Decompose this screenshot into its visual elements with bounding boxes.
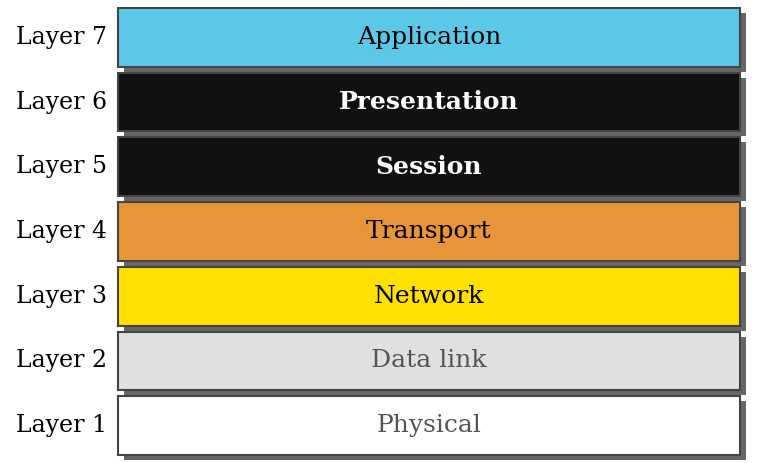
Bar: [124, 207, 746, 266]
Bar: [124, 143, 746, 201]
Text: Session: Session: [375, 155, 482, 179]
Text: Network: Network: [374, 285, 484, 308]
Bar: [118, 202, 740, 261]
Bar: [118, 8, 740, 67]
Text: Layer 6: Layer 6: [17, 91, 107, 113]
Text: Transport: Transport: [366, 220, 492, 243]
Bar: [124, 401, 746, 460]
Bar: [124, 13, 746, 72]
Bar: [124, 337, 746, 395]
Bar: [124, 78, 746, 137]
Text: Layer 7: Layer 7: [17, 26, 107, 49]
Bar: [124, 272, 746, 331]
Text: Layer 5: Layer 5: [17, 155, 107, 178]
Text: Data link: Data link: [371, 350, 487, 372]
Text: Presentation: Presentation: [339, 90, 519, 114]
Bar: [118, 332, 740, 390]
Bar: [118, 73, 740, 131]
Text: Application: Application: [357, 26, 501, 49]
Text: Layer 4: Layer 4: [17, 220, 107, 243]
Text: Layer 1: Layer 1: [17, 414, 107, 437]
Bar: [118, 396, 740, 455]
Bar: [118, 267, 740, 325]
Bar: [118, 138, 740, 196]
Text: Physical: Physical: [376, 414, 481, 437]
Text: Layer 3: Layer 3: [17, 285, 107, 308]
Text: Layer 2: Layer 2: [17, 350, 107, 372]
